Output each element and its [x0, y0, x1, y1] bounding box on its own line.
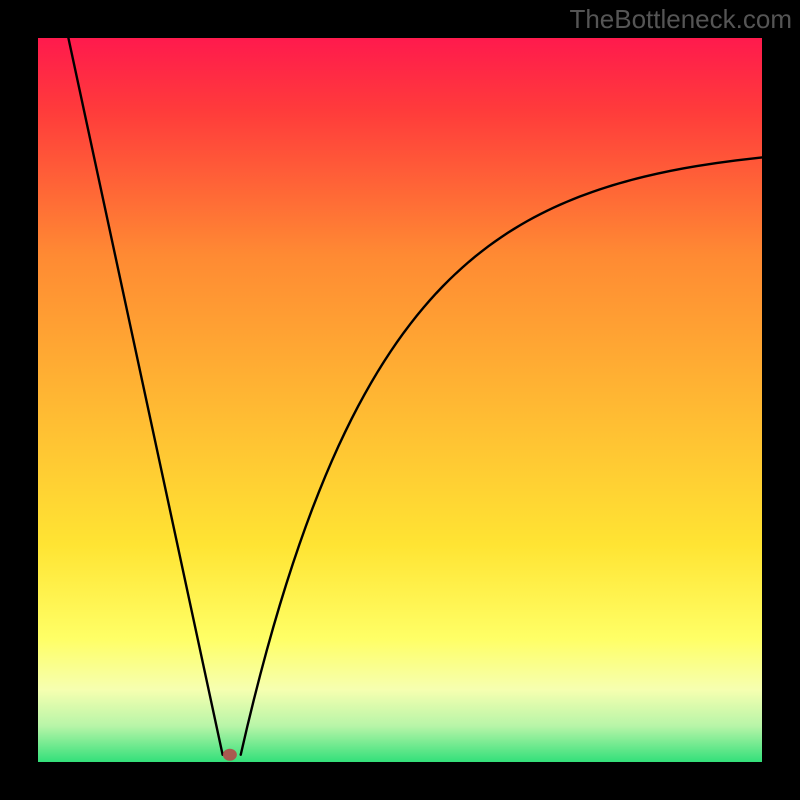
- chart-canvas: TheBottleneck.com: [0, 0, 800, 800]
- minimum-marker: [223, 749, 237, 761]
- plot-svg: [0, 0, 800, 800]
- watermark-text: TheBottleneck.com: [569, 4, 792, 35]
